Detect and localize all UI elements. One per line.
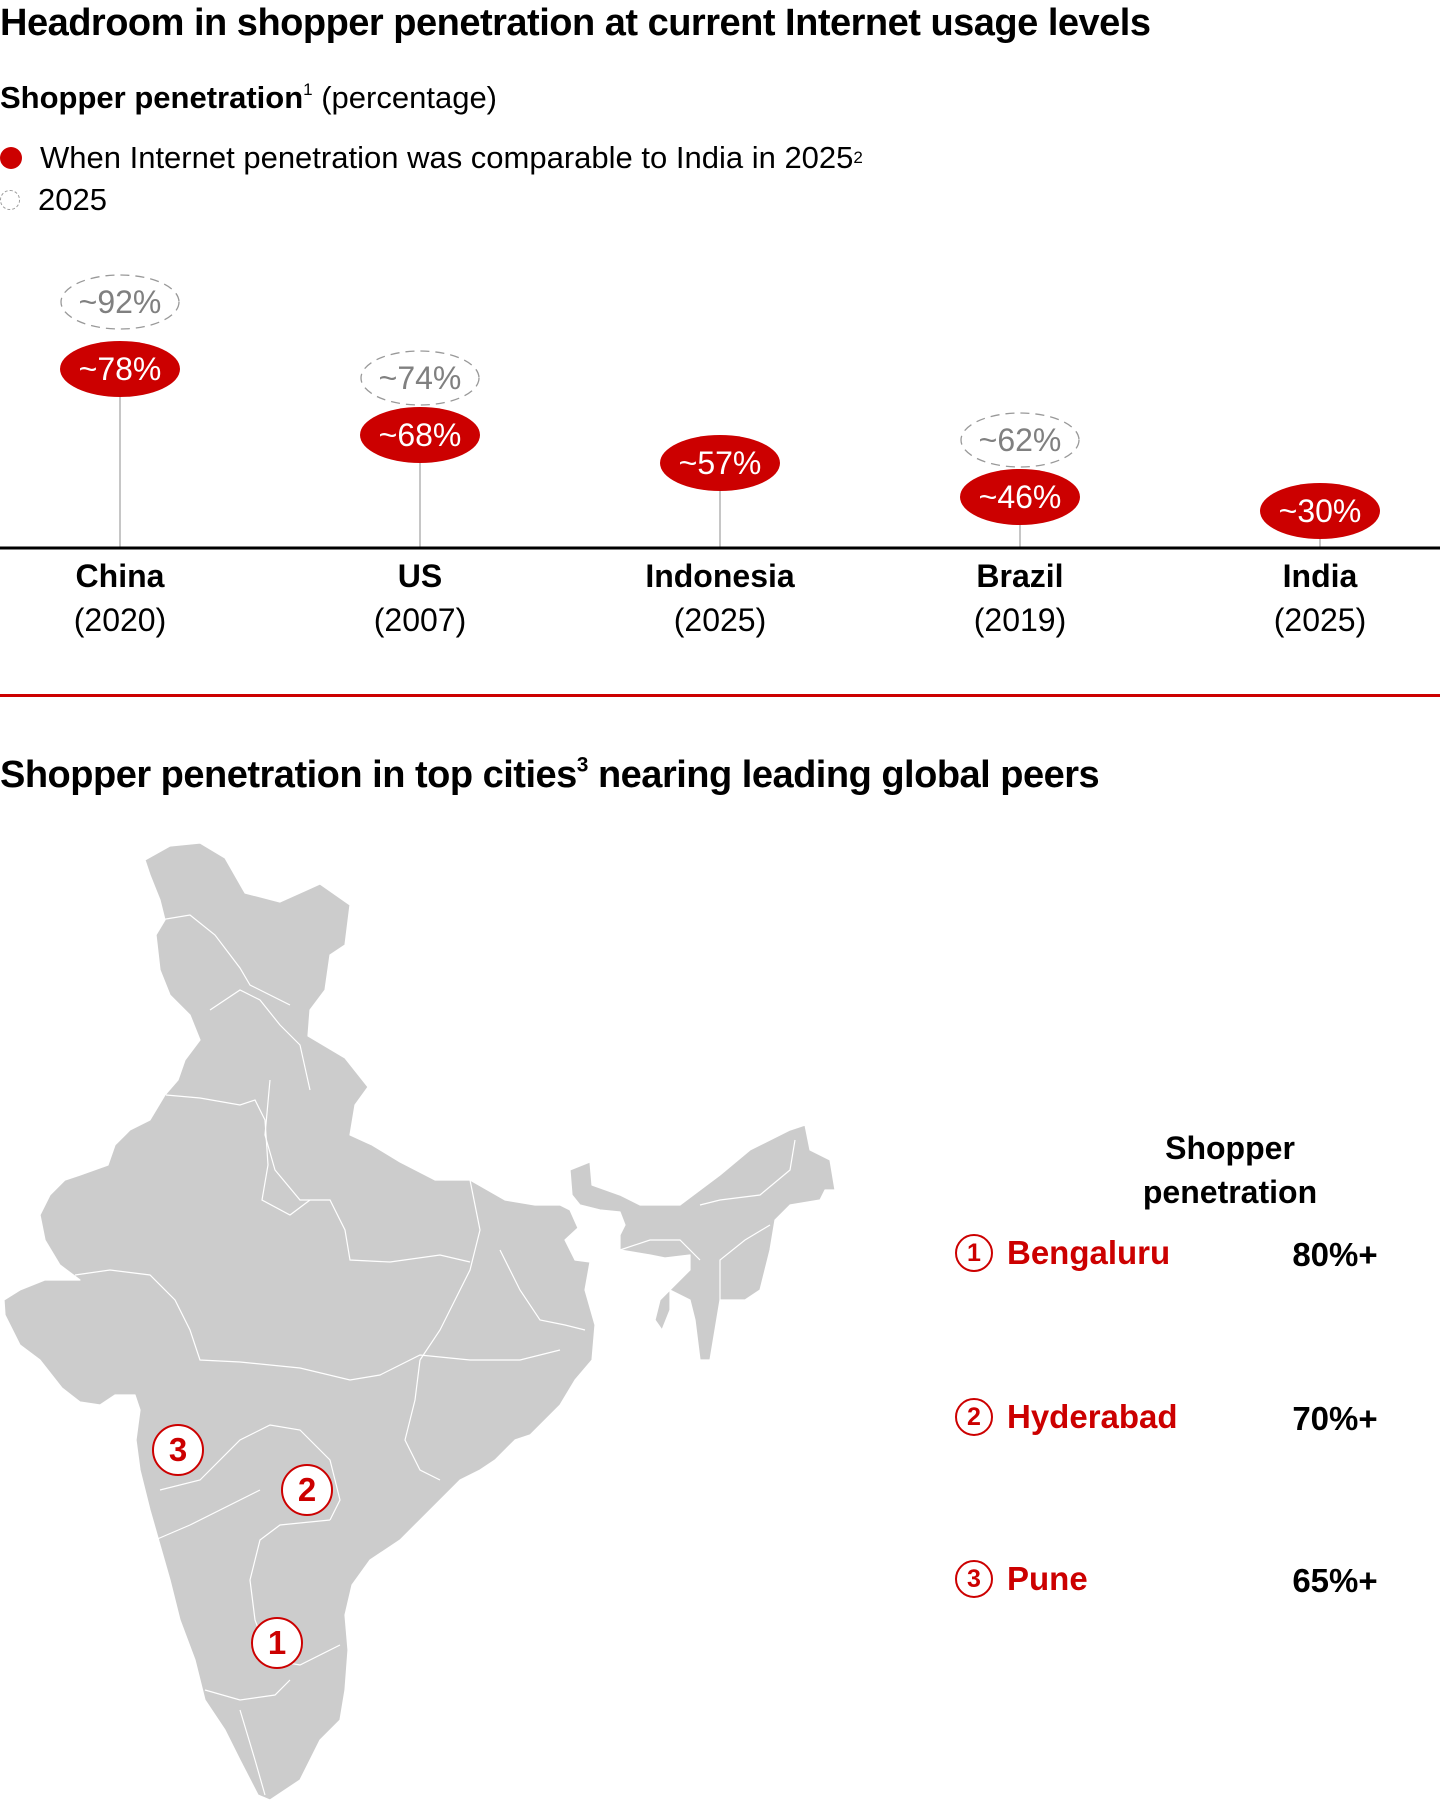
map-marker-bengaluru: 1 (251, 1617, 303, 1669)
subtitle-unit: (percentage) (312, 80, 498, 115)
value-comparable-india: ~30% (1279, 493, 1362, 529)
legend-label: 2025 (38, 182, 107, 217)
bubble-comparable-us (360, 407, 480, 463)
footnote-1: 1 (303, 80, 313, 100)
category-indonesia: Indonesia (2025) (600, 554, 840, 642)
map-northeast (569, 1124, 836, 1361)
city-name: Pune (1007, 1560, 1088, 1597)
footnote-3: 3 (576, 753, 589, 777)
chart-title: Headroom in shopper penetration at curre… (0, 2, 1151, 44)
map-mainland (3, 842, 596, 1800)
value-2025-us: ~74% (379, 360, 462, 396)
category-india: India (2025) (1200, 554, 1440, 642)
category-brazil: Brazil (2019) (900, 554, 1140, 642)
city-value-hyderabad: 70%+ (1292, 1400, 1378, 1437)
section2-title: Shopper penetration in top cities3 neari… (0, 753, 1100, 797)
map-marker-hyderabad: 2 (281, 1464, 333, 1516)
table-header-line1: Shopper (1165, 1130, 1295, 1166)
city-name: Hyderabad (1007, 1398, 1178, 1435)
value-comparable-brazil: ~46% (979, 479, 1062, 515)
title-rest: nearing leading global peers (587, 754, 1100, 796)
filled-circle-icon (0, 147, 22, 169)
state-borders (74, 914, 796, 1796)
city-value-pune: 65%+ (1292, 1562, 1378, 1599)
value-comparable-china: ~78% (79, 351, 162, 387)
city-value-bengaluru: 80%+ (1292, 1236, 1378, 1273)
country-year: (2007) (373, 602, 467, 638)
subtitle-bold: Shopper penetration (0, 80, 304, 115)
country-name: China (75, 558, 165, 594)
bubble-comparable-china (60, 341, 180, 397)
bubble-comparable-india (1260, 483, 1380, 539)
legend-item-comparable: When Internet penetration was comparable… (0, 140, 863, 176)
dashed-circle-icon (0, 190, 20, 210)
value-comparable-indonesia: ~57% (679, 445, 762, 481)
chart-subtitle: Shopper penetration1 (percentage) (0, 80, 497, 116)
country-name: Brazil (976, 558, 1064, 594)
country-year: (2025) (673, 602, 767, 638)
india-map (3, 842, 836, 1800)
country-year: (2025) (1273, 602, 1367, 638)
country-name: US (397, 558, 443, 594)
city-name: Bengaluru (1007, 1234, 1171, 1271)
table-row-pune: 3 Pune (955, 1560, 1088, 1598)
legend-label: When Internet penetration was comparable… (40, 140, 854, 175)
table-header: Shopper penetration (1120, 1126, 1340, 1214)
lollipop-chart: ~92% ~74% ~62% ~78% ~68% ~57% ~46% ~30% (0, 274, 1440, 550)
title-main: Shopper penetration in top cities (0, 754, 577, 796)
rank-badge: 1 (955, 1234, 993, 1272)
category-us: US (2007) (300, 554, 540, 642)
country-name: Indonesia (645, 558, 795, 594)
bubble-comparable-brazil (960, 469, 1080, 525)
category-china: China (2020) (0, 554, 240, 642)
value-2025-china: ~92% (79, 284, 162, 320)
value-comparable-us: ~68% (379, 417, 462, 453)
legend-item-2025: 2025 (0, 182, 107, 218)
section-divider (0, 694, 1440, 697)
bubble-2025-brazil (960, 412, 1080, 468)
table-header-line2: penetration (1142, 1174, 1318, 1210)
country-name: India (1282, 558, 1358, 594)
country-year: (2020) (73, 602, 167, 638)
rank-badge: 2 (955, 1398, 993, 1436)
bubble-comparable-indonesia (660, 435, 780, 491)
country-year: (2019) (973, 602, 1067, 638)
value-2025-brazil: ~62% (979, 422, 1062, 458)
table-row-hyderabad: 2 Hyderabad (955, 1398, 1178, 1436)
table-row-bengaluru: 1 Bengaluru (955, 1234, 1170, 1272)
rank-badge: 3 (955, 1560, 993, 1598)
bubble-2025-us (360, 350, 480, 406)
bubble-2025-china (60, 274, 180, 330)
map-marker-pune: 3 (152, 1424, 204, 1476)
